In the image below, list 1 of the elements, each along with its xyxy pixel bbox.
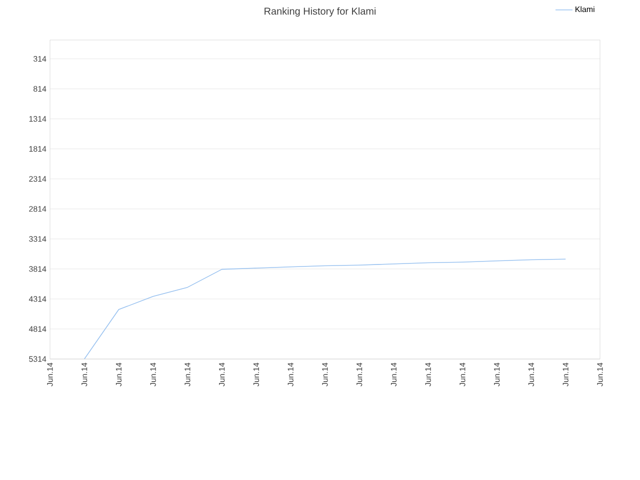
chart-title: Ranking History for Klami (264, 7, 376, 17)
